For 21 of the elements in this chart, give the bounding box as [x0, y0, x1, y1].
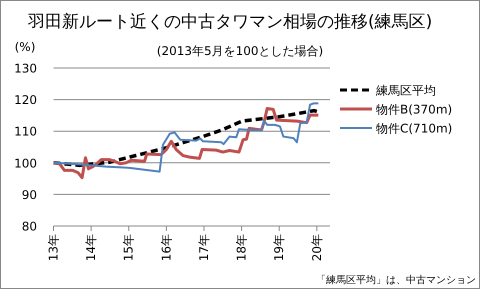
x-tick-label: 15年 [122, 234, 136, 262]
legend-label: 練馬区平均 [375, 84, 436, 98]
chart-subtitle: (2013年5月を100とした場合) [156, 44, 324, 58]
y-tick-label: 130 [14, 62, 37, 76]
x-tick-label: 16年 [159, 234, 174, 262]
x-tick-label: 13年 [46, 234, 60, 262]
text: 「練馬区平均」は、中古マンション [316, 274, 476, 286]
y-tick-label: 120 [14, 93, 37, 108]
x-tick-label: 18年 [234, 234, 249, 262]
y-tick-label: 90 [22, 188, 37, 202]
y-tick-label: 100 [14, 156, 37, 170]
legend-label: 物件C(710m) [376, 122, 452, 136]
x-tick-label: 20年 [310, 234, 324, 262]
x-tick-label: 19年 [272, 234, 286, 262]
y-tick-label: 80 [22, 220, 37, 234]
chart-title: 羽田新ルート近くの中古タワマン相場の推移(練馬区) [27, 12, 432, 32]
x-tick-label: 14年 [84, 234, 98, 262]
legend-label: 物件B(370m) [376, 102, 452, 116]
y-axis-title: (%) [14, 40, 36, 54]
x-tick-label: 17年 [196, 234, 211, 262]
y-tick-label: 110 [14, 124, 37, 139]
